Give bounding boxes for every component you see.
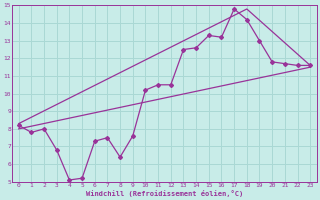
X-axis label: Windchill (Refroidissement éolien,°C): Windchill (Refroidissement éolien,°C)	[86, 190, 243, 197]
